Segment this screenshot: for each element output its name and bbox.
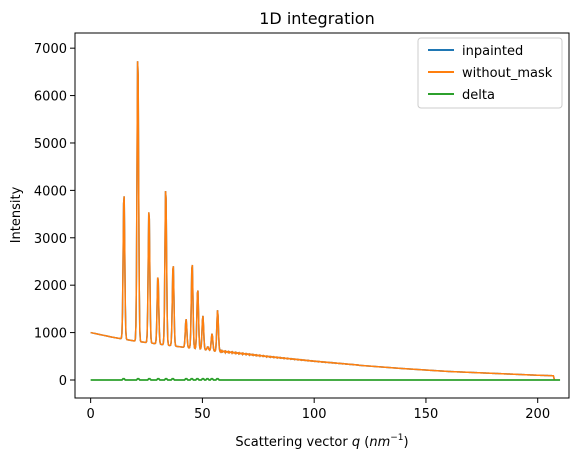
y-axis-label: Intensity — [9, 186, 24, 243]
x-axis-label: Scattering vector q (nm−1) — [235, 433, 408, 450]
legend-label-without-mask: without_mask — [462, 66, 553, 81]
y-tick-label: 4000 — [34, 184, 67, 199]
y-tick-label: 7000 — [34, 42, 67, 57]
y-tick-label: 3000 — [34, 232, 67, 247]
y-tick-label: 1000 — [34, 327, 67, 342]
chart-title: 1D integration — [259, 9, 374, 28]
y-tick-label: 2000 — [34, 279, 67, 294]
series-line-without-mask — [90, 61, 556, 381]
legend-label-delta: delta — [462, 88, 495, 103]
x-tick-label: 0 — [87, 407, 95, 422]
y-tick-label: 0 — [59, 374, 67, 389]
x-tick-label: 50 — [194, 407, 211, 422]
y-tick-label: 5000 — [34, 137, 67, 152]
series-line-delta — [90, 377, 561, 381]
legend-box — [417, 37, 563, 109]
x-tick-label: 200 — [525, 407, 550, 422]
legend: inpainted without_mask delta — [417, 37, 563, 109]
plot-frame — [74, 32, 570, 399]
x-tick-label: 100 — [302, 407, 327, 422]
y-tick-label: 6000 — [34, 90, 67, 105]
legend-label-inpainted: inpainted — [462, 44, 523, 59]
x-tick-label: 150 — [414, 407, 439, 422]
series-line-inpainted — [90, 61, 556, 381]
